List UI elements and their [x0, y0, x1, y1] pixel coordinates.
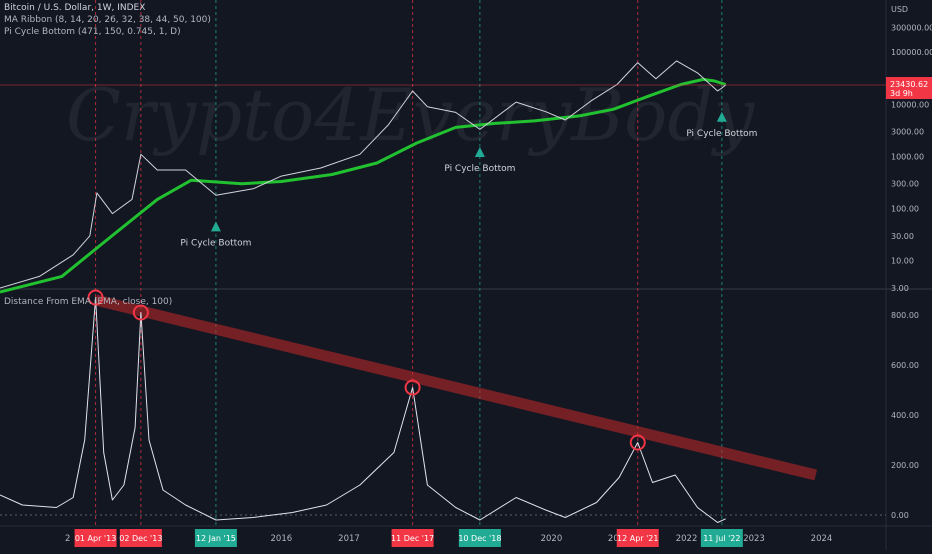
pi-cycle-label[interactable]: Pi Cycle Bottom (471, 150, 0.745, 1, D): [4, 27, 181, 37]
pi-cycle-label-2: Pi Cycle Bottom: [686, 129, 757, 139]
time-label-5: 2024: [811, 534, 833, 544]
top-circle-3: [629, 434, 646, 451]
price-axis-unit: USD: [891, 5, 908, 14]
time-marker-label-3: 11 Dec '17: [391, 534, 434, 543]
time-marker-box-0: [74, 529, 117, 547]
time-marker-label-4: 10 Dec '18: [458, 534, 501, 543]
time-label-4: 2023: [743, 534, 765, 544]
current-price-countdown: 3d 9h: [890, 89, 913, 98]
dfe-legend: Distance From EMA (EMA, close, 100): [4, 296, 172, 308]
price-tick-1: 100000.00: [891, 48, 932, 57]
current-price-tag: [886, 77, 932, 100]
time-label-3: 2022: [676, 534, 698, 544]
time-marker-label-6: 11 Jul '22: [703, 534, 740, 543]
price-tick-4: 1000.00: [891, 152, 924, 161]
price-legend: Bitcoin / U.S. Dollar, 1W, INDEX MA Ribb…: [4, 2, 211, 38]
dfe-tick-3: 200.00: [891, 461, 919, 470]
price-tick-0: 300000.00: [891, 23, 932, 32]
time-marker-label-2: 12 Jan '15: [196, 534, 236, 543]
price-line: [0, 60, 727, 289]
pi-cycle-arrow-2: [716, 111, 727, 122]
dfe-tick-2: 400.00: [891, 411, 919, 420]
price-tick-9: 3.00: [891, 284, 909, 293]
pi-cycle-arrow-1: [474, 147, 485, 158]
trendline-band: [94, 294, 818, 481]
pi-cycle-label-1: Pi Cycle Bottom: [444, 164, 515, 174]
watermark: Crypto4EveryBody: [66, 73, 756, 157]
time-label-0: 2016: [271, 534, 293, 544]
time-label-1: 2017: [338, 534, 360, 544]
top-circle-2: [404, 379, 421, 396]
ma-ribbon-label[interactable]: MA Ribbon (8, 14, 20, 26, 32, 38, 44, 50…: [4, 15, 211, 25]
top-circle-0: [87, 289, 104, 306]
time-marker-box-4: [458, 529, 501, 547]
top-circle-1: [132, 304, 149, 321]
time-marker-box-5: [616, 529, 659, 547]
time-label-2: 2020: [541, 534, 563, 544]
pi-cycle-label-0: Pi Cycle Bottom: [180, 238, 251, 248]
price-tick-5: 300.00: [891, 180, 919, 189]
ma-ribbon-line: [0, 77, 727, 294]
price-tick-3: 3000.00: [891, 128, 924, 137]
dfe-tick-0: 800.00: [891, 311, 919, 320]
time-marker-label-1: 02 Dec '13: [119, 534, 162, 543]
pi-cycle-arrow-0: [210, 221, 221, 232]
price-tick-8: 10.00: [891, 257, 914, 266]
ticker-label[interactable]: Bitcoin / U.S. Dollar, 1W, INDEX: [4, 3, 146, 13]
time-marker-label-0: 01 Apr '13: [75, 534, 116, 543]
dfe-tick-1: 600.00: [891, 361, 919, 370]
time-marker-box-2: [194, 529, 237, 547]
price-tick-7: 30.00: [891, 232, 914, 241]
dfe-line: [0, 297, 726, 523]
dfe-label[interactable]: Distance From EMA (EMA, close, 100): [4, 297, 173, 307]
price-tick-2: 10000.00: [891, 100, 929, 109]
price-tick-6: 100.00: [891, 205, 919, 214]
current-price-value: 23430.62: [890, 80, 928, 89]
time-marker-box-6: [700, 529, 743, 547]
time-label-7: 20: [608, 534, 619, 544]
time-marker-box-3: [391, 529, 434, 547]
dfe-tick-4: 0.00: [891, 511, 909, 520]
time-marker-label-5: 12 Apr '21: [617, 534, 658, 543]
time-label-6: 2: [65, 534, 70, 544]
time-marker-box-1: [119, 529, 162, 547]
